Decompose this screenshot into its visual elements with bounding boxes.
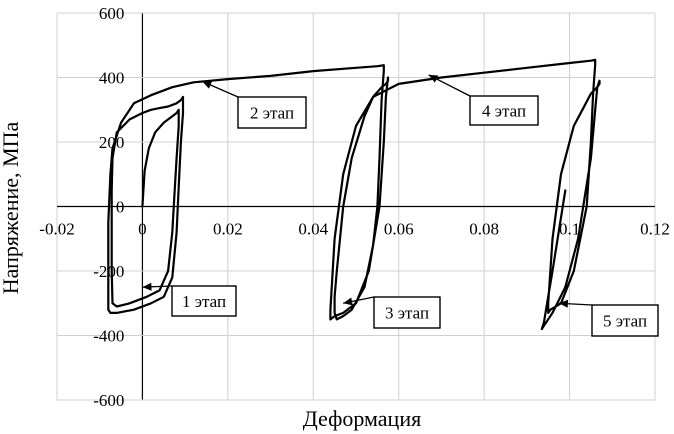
y-tick-label: 200 xyxy=(99,133,125,152)
annotation-label: 5 этап xyxy=(603,312,647,331)
y-axis-title: Напряжение, МПа xyxy=(0,122,23,295)
annotation-label: 1 этап xyxy=(182,292,226,311)
annotation-arrowhead xyxy=(142,282,152,291)
annotation-box xyxy=(171,285,237,317)
y-tick-label: 0 xyxy=(116,198,125,217)
annotation-box xyxy=(237,96,307,129)
x-tick-label: -0.02 xyxy=(39,220,74,239)
annotation-arrowhead xyxy=(343,297,353,306)
x-tick-label: 0.1 xyxy=(559,220,580,239)
x-tick-label: 0.08 xyxy=(469,220,499,239)
annotations: 1 этап 2 этап 3 этап 4 этап 5 этап xyxy=(142,74,659,337)
x-tick-label: 0.12 xyxy=(640,220,670,239)
x-tick-label: 0 xyxy=(138,220,147,239)
annotation-arrowhead xyxy=(202,81,213,89)
annotation-label: 3 этап xyxy=(385,304,429,323)
annotation-label: 2 этап xyxy=(250,104,294,123)
y-tick-label: -600 xyxy=(93,391,124,410)
y-tick-label: -400 xyxy=(93,327,124,346)
y-tick-label: 600 xyxy=(99,4,125,23)
x-tick-label: 0.04 xyxy=(298,220,328,239)
annotation-label: 4 этап xyxy=(482,102,526,121)
annotation-arrowhead xyxy=(558,299,569,308)
y-tick-label: 400 xyxy=(99,69,125,88)
annotation-box xyxy=(591,304,659,337)
hysteresis-curve xyxy=(107,58,601,331)
grid xyxy=(56,12,656,401)
annotation-box xyxy=(469,95,539,126)
annotation-arrowhead xyxy=(428,74,439,83)
x-tick-label: 0.06 xyxy=(384,220,414,239)
tick-labels: -0.02 0 0.02 0.04 0.06 0.08 0.1 0.12 600 400 200 0 -… xyxy=(39,4,670,410)
x-tick-label: 0.02 xyxy=(213,220,243,239)
x-axis-title: Деформация xyxy=(303,406,421,431)
annotation-box xyxy=(373,296,441,329)
